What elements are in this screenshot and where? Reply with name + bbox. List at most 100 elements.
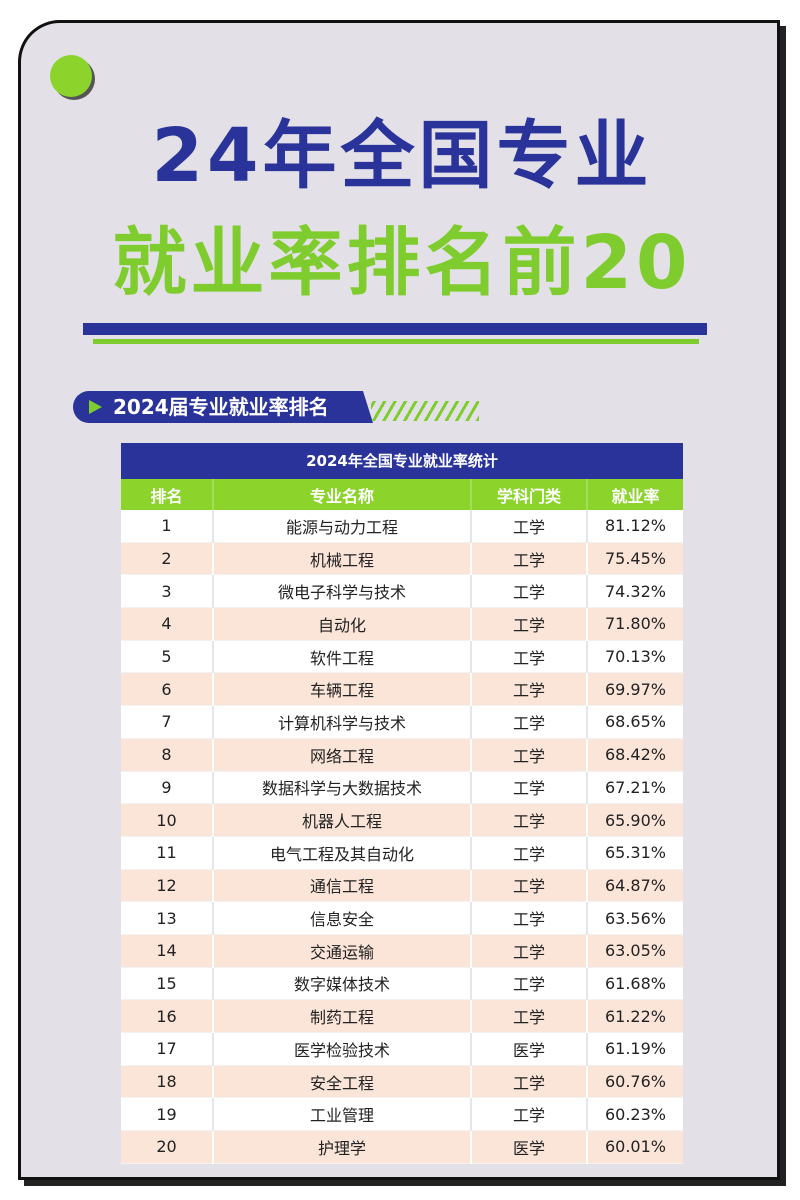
rank-cell: 14 xyxy=(121,934,214,968)
table-row: 14 交通运输 工学 63.05% xyxy=(121,934,683,968)
table-header-row: 排名 专业名称 学科门类 就业率 xyxy=(121,479,683,510)
rate-cell: 60.76% xyxy=(587,1065,683,1099)
table-row: 17 医学检验技术 医学 61.19% xyxy=(121,1032,683,1066)
rank-cell: 12 xyxy=(121,869,214,903)
category-cell: 工学 xyxy=(471,672,588,707)
rank-cell: 6 xyxy=(121,672,214,707)
rank-cell: 3 xyxy=(121,574,214,609)
rank-cell: 10 xyxy=(121,803,214,837)
major-cell: 信息安全 xyxy=(213,901,472,935)
table-row: 1 能源与动力工程 工学 81.12% xyxy=(121,510,683,543)
title-line-1: 24年全国专业 xyxy=(151,113,653,199)
major-cell: 通信工程 xyxy=(213,869,472,903)
table-row: 8 网络工程 工学 68.42% xyxy=(121,738,683,772)
major-cell: 电气工程及其自动化 xyxy=(213,836,472,870)
table-row: 20 护理学 医学 60.01% xyxy=(121,1130,683,1164)
category-cell: 工学 xyxy=(471,967,588,1001)
category-cell: 医学 xyxy=(471,1032,588,1066)
rate-cell: 68.65% xyxy=(587,705,683,739)
table-body: 1 能源与动力工程 工学 81.12% 2 机械工程 工学 75.45% 3 微电子科学与技术 工学… xyxy=(121,510,683,1164)
poster-card: 24年全国专业 就业率排名前20 2024届专业就业率排名 2024年全国专业就… xyxy=(18,20,780,1180)
major-cell: 数字媒体技术 xyxy=(213,967,472,1001)
title-line-2: 就业率排名前20 xyxy=(112,220,692,306)
category-cell: 工学 xyxy=(471,1097,588,1132)
rank-cell: 11 xyxy=(121,836,214,870)
rate-cell: 74.32% xyxy=(587,574,683,609)
table-row: 12 通信工程 工学 64.87% xyxy=(121,869,683,903)
rate-cell: 65.31% xyxy=(587,836,683,870)
rank-cell: 18 xyxy=(121,1065,214,1099)
rate-cell: 68.42% xyxy=(587,738,683,772)
category-cell: 工学 xyxy=(471,574,588,609)
column-header-category: 学科门类 xyxy=(471,479,588,510)
rank-cell: 8 xyxy=(121,738,214,772)
major-cell: 医学检验技术 xyxy=(213,1032,472,1066)
section-label: 2024届专业就业率排名 xyxy=(113,395,329,419)
major-cell: 安全工程 xyxy=(213,1065,472,1099)
category-cell: 工学 xyxy=(471,836,588,870)
major-cell: 微电子科学与技术 xyxy=(213,574,472,609)
major-cell: 能源与动力工程 xyxy=(213,510,472,543)
table-row: 2 机械工程 工学 75.45% xyxy=(121,542,683,576)
rank-cell: 4 xyxy=(121,607,214,641)
category-cell: 工学 xyxy=(471,640,588,674)
category-cell: 工学 xyxy=(471,1065,588,1099)
major-cell: 制药工程 xyxy=(213,999,472,1033)
rate-cell: 63.05% xyxy=(587,934,683,968)
major-cell: 护理学 xyxy=(213,1130,472,1164)
table-row: 6 车辆工程 工学 69.97% xyxy=(121,672,683,707)
green-dot-icon xyxy=(50,55,92,97)
category-cell: 工学 xyxy=(471,934,588,968)
rate-cell: 61.68% xyxy=(587,967,683,1001)
table-row: 4 自动化 工学 71.80% xyxy=(121,607,683,641)
table-row: 7 计算机科学与技术 工学 68.65% xyxy=(121,705,683,739)
table-row: 9 数据科学与大数据技术 工学 67.21% xyxy=(121,771,683,805)
rank-cell: 7 xyxy=(121,705,214,739)
category-cell: 医学 xyxy=(471,1130,588,1164)
column-header-rate: 就业率 xyxy=(611,486,660,506)
major-cell: 车辆工程 xyxy=(213,672,472,707)
play-arrow-icon xyxy=(89,400,102,414)
rank-cell: 17 xyxy=(121,1032,214,1066)
column-header-rank: 排名 xyxy=(121,479,214,510)
major-cell: 工业管理 xyxy=(213,1097,472,1132)
category-cell: 工学 xyxy=(471,607,588,641)
ranking-table: 2024年全国专业就业率统计 排名 专业名称 学科门类 就业率 1 能源与动力工程… xyxy=(121,443,683,1164)
divider-blue xyxy=(83,323,707,335)
major-cell: 网络工程 xyxy=(213,738,472,772)
table-row: 18 安全工程 工学 60.76% xyxy=(121,1065,683,1099)
table-row: 5 软件工程 工学 70.13% xyxy=(121,640,683,674)
category-cell: 工学 xyxy=(471,901,588,935)
table-row: 10 机器人工程 工学 65.90% xyxy=(121,803,683,837)
major-cell: 计算机科学与技术 xyxy=(213,705,472,739)
rank-cell: 9 xyxy=(121,771,214,805)
category-cell: 工学 xyxy=(471,869,588,903)
rate-cell: 64.87% xyxy=(587,869,683,903)
rank-cell: 1 xyxy=(121,510,214,543)
category-cell: 工学 xyxy=(471,510,588,543)
rate-cell: 71.80% xyxy=(587,607,683,641)
table-row: 3 微电子科学与技术 工学 74.32% xyxy=(121,574,683,609)
table-row: 11 电气工程及其自动化 工学 65.31% xyxy=(121,836,683,870)
rank-cell: 15 xyxy=(121,967,214,1001)
table-row: 16 制药工程 工学 61.22% xyxy=(121,999,683,1033)
major-cell: 数据科学与大数据技术 xyxy=(213,771,472,805)
column-header-major: 专业名称 xyxy=(213,479,472,510)
category-cell: 工学 xyxy=(471,999,588,1033)
category-cell: 工学 xyxy=(471,803,588,837)
rate-cell: 75.45% xyxy=(587,542,683,576)
table-caption: 2024年全国专业就业率统计 xyxy=(121,443,683,479)
category-cell: 工学 xyxy=(471,705,588,739)
rate-cell: 67.21% xyxy=(587,771,683,805)
rate-cell: 63.56% xyxy=(587,901,683,935)
major-cell: 自动化 xyxy=(213,607,472,641)
rate-cell: 60.23% xyxy=(587,1097,683,1132)
rate-cell: 60.01% xyxy=(587,1130,683,1164)
category-cell: 工学 xyxy=(471,771,588,805)
category-cell: 工学 xyxy=(471,738,588,772)
rank-cell: 2 xyxy=(121,542,214,576)
rate-cell: 70.13% xyxy=(587,640,683,674)
rate-cell: 69.97% xyxy=(587,672,683,707)
category-cell: 工学 xyxy=(471,542,588,576)
rank-cell: 19 xyxy=(121,1097,214,1132)
